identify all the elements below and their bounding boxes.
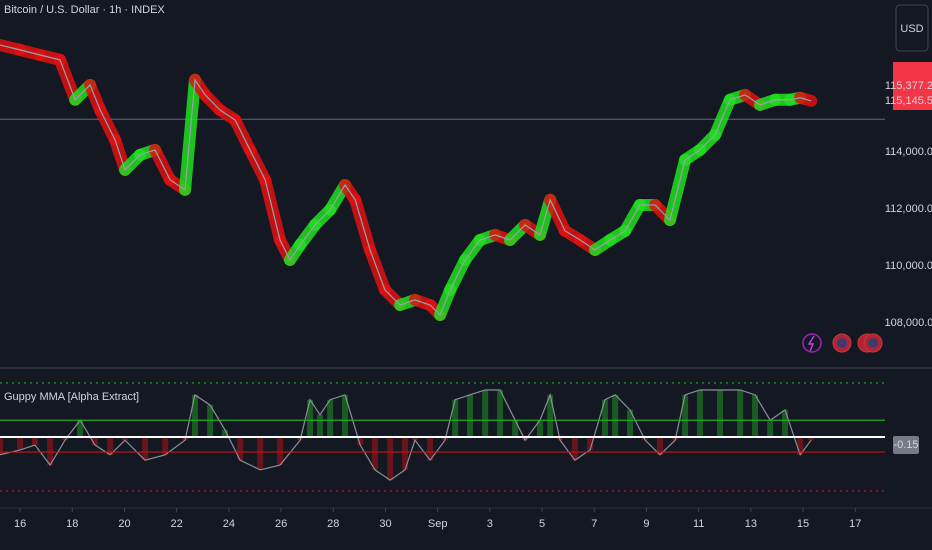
oscillator-bar [191,394,198,437]
oscillator-bar [17,436,24,450]
oscillator-bar [91,436,98,446]
x-tick-label: 7 [591,518,597,530]
oscillator-bar [547,394,554,437]
series-line [0,389,812,481]
oscillator-bar [522,436,529,441]
x-tick-label: 9 [643,518,649,530]
oscillator-bar [61,436,68,441]
x-tick-label: 11 [693,518,704,530]
lightning-icon [807,335,815,352]
flag-detail [868,338,878,348]
value-label: -0.15 [893,439,918,451]
y-tick-label: 114,000.00 [885,146,932,158]
oscillator-bar [536,420,543,437]
oscillator-bar [612,394,619,437]
x-tick-label: 28 [327,518,339,530]
x-tick-label: 17 [849,518,861,530]
oscillator-bar [642,436,649,441]
oscillator-bar [657,436,664,455]
price-box [893,62,932,110]
x-tick-label: 18 [66,518,78,530]
oscillator-bar [357,436,364,446]
oscillator-bar [122,436,129,441]
oscillator-bar [107,436,114,455]
oscillator-bar [316,414,323,437]
oscillator-bar [307,399,314,437]
oscillator-bar [797,436,804,455]
oscillator-bar [482,389,489,437]
oscillator-bar [327,399,334,437]
x-tick-label: 5 [539,518,545,530]
oscillator-bar [587,436,594,450]
oscillator-bar [237,436,244,461]
oscillator-bar [277,436,284,466]
price-label: 115,377.28 [885,80,932,92]
x-tick-label: 20 [118,518,130,530]
oscillator-bar [427,436,434,461]
value-box [893,436,919,455]
oscillator-bar [717,389,724,437]
x-tick-label: 30 [379,518,391,530]
oscillator-bar [601,399,608,437]
oscillator-bar [497,389,504,437]
x-tick-label: 16 [14,518,26,530]
oscillator-bar [142,436,149,461]
series-line [0,44,812,317]
oscillator-bar [411,436,418,441]
oscillator-bar [0,436,3,455]
oscillator-bar [257,436,264,470]
oscillator-bar [221,429,228,437]
oscillator-bar [682,394,689,437]
oscillator-bar [372,436,379,470]
oscillator-bar [571,436,578,461]
oscillator-bar [808,436,815,441]
x-tick-label: 22 [171,518,183,530]
x-tick-label: Sep [428,518,448,530]
x-tick-label: 24 [223,518,235,530]
oscillator-bar [387,436,394,481]
oscillator-bar [31,436,38,446]
oscillator-bar [512,420,519,437]
oscillator-bar [207,405,214,437]
x-tick-label: 26 [275,518,287,530]
oscillator-bar [752,394,759,437]
oscillator-bar [782,409,789,437]
event-icon[interactable] [802,333,822,353]
chart-title: Bitcoin / U.S. Dollar · 1h · INDEX [4,4,165,16]
indicator-title: Guppy MMA [Alpha Extract] [4,391,139,403]
oscillator-bar [467,394,474,437]
oscillator-bar [767,420,774,437]
oscillator-bar [77,420,84,437]
y-tick-label: 112,000.00 [885,203,932,215]
oscillator-bar [696,389,703,437]
oscillator-bar [47,436,54,466]
oscillator-bar [627,409,634,437]
x-tick-label: 15 [797,518,809,530]
y-tick-label: 108,000.00 [884,317,932,329]
currency-button[interactable] [895,4,929,52]
oscillator-bar [402,436,409,470]
x-tick-label: 13 [745,518,757,530]
currency-label[interactable]: USD [900,23,923,35]
price-label: 115,145.55 [885,95,932,107]
oscillator-bar [162,436,169,455]
flag-detail [837,338,847,348]
x-tick-label: 3 [487,518,493,530]
y-tick-label: 110,000.00 [885,260,932,272]
oscillator-bar [452,399,459,437]
oscillator-bar [737,389,744,437]
oscillator-bar [342,394,349,437]
